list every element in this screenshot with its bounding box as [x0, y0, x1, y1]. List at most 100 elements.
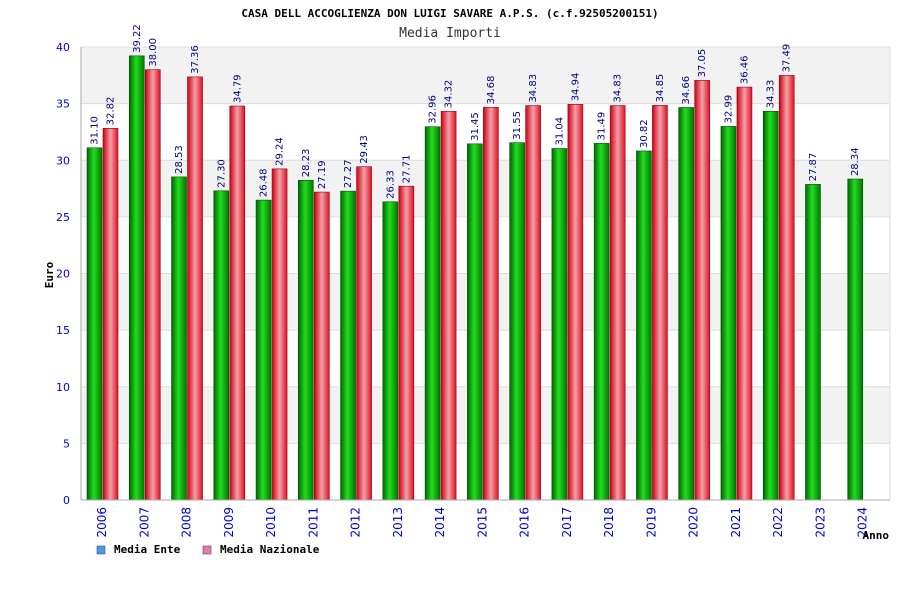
- value-label-media-nazionale-2011: 27.19: [317, 160, 328, 189]
- legend: Media Ente Media Nazionale: [96, 543, 320, 556]
- y-tick-label: 15: [56, 324, 70, 337]
- value-label-media-ente-2024: 28.34: [850, 147, 861, 176]
- y-tick-label: 5: [63, 437, 70, 450]
- x-tick-label-2012: 2012: [349, 507, 363, 538]
- bar-media-ente-2019: [636, 150, 652, 501]
- x-tick-label-2019: 2019: [644, 507, 658, 538]
- x-tick-label-2016: 2016: [518, 507, 532, 538]
- bar-media-ente-2023: [805, 184, 821, 501]
- value-labels: 31.10 32.82 39.22 38.00 28.53 37.36 27.30 34.79…: [90, 24, 862, 199]
- y-tick-label: 25: [56, 211, 70, 224]
- x-tick-label-2014: 2014: [433, 507, 447, 538]
- bar-media-nazionale-2012: [356, 166, 372, 501]
- bar-media-nazionale-2015: [483, 106, 499, 501]
- value-label-media-ente-2006: 31.10: [90, 116, 101, 145]
- x-axis-label: Anno: [863, 529, 890, 542]
- bar-media-ente-2017: [551, 148, 568, 501]
- x-tick-label-2020: 2020: [687, 507, 701, 538]
- bar-media-ente-2007: [128, 55, 145, 501]
- x-tick-label-2008: 2008: [180, 507, 194, 538]
- value-label-media-nazionale-2009: 34.79: [232, 74, 243, 103]
- value-label-media-nazionale-2019: 34.85: [655, 74, 666, 103]
- value-label-media-ente-2014: 32.96: [428, 95, 439, 124]
- value-label-media-nazionale-2012: 29.43: [359, 135, 370, 164]
- value-label-media-nazionale-2014: 34.32: [444, 80, 455, 109]
- value-label-media-ente-2022: 34.33: [766, 80, 777, 109]
- bar-media-nazionale-2010: [271, 168, 288, 501]
- value-label-media-ente-2020: 34.66: [681, 76, 692, 105]
- value-label-media-ente-2012: 27.27: [343, 160, 354, 189]
- bar-media-ente-2015: [467, 143, 483, 501]
- value-label-media-ente-2021: 32.99: [723, 95, 734, 124]
- x-tick-label-2018: 2018: [602, 507, 616, 538]
- bar-media-nazionale-2008: [187, 76, 203, 501]
- value-label-media-nazionale-2018: 34.83: [613, 74, 624, 103]
- x-tick-label-2017: 2017: [560, 507, 574, 538]
- bar-media-nazionale-2020: [694, 80, 710, 501]
- value-label-media-ente-2019: 30.82: [639, 119, 650, 148]
- value-label-media-nazionale-2006: 32.82: [106, 97, 117, 126]
- y-tick-label: 40: [56, 41, 70, 54]
- bar-media-ente-2006: [86, 147, 103, 501]
- value-label-media-nazionale-2013: 27.71: [401, 155, 412, 184]
- y-tick-label: 30: [56, 154, 70, 167]
- x-tick-label-2021: 2021: [729, 507, 743, 538]
- bar-media-nazionale-2019: [652, 105, 668, 501]
- bar-media-nazionale-2011: [314, 191, 330, 501]
- bar-media-nazionale-2022: [778, 75, 795, 501]
- x-tick-label-2022: 2022: [771, 507, 785, 538]
- chart-title: CASA DELL ACCOGLIENZA DON LUIGI SAVARE A…: [241, 7, 658, 20]
- value-label-media-ente-2007: 39.22: [132, 24, 143, 53]
- value-label-media-ente-2010: 26.48: [259, 168, 270, 197]
- value-label-media-nazionale-2021: 36.46: [739, 55, 750, 84]
- bar-media-ente-2020: [678, 107, 694, 501]
- bar-media-nazionale-2007: [144, 69, 161, 501]
- y-tick-label: 35: [56, 98, 70, 111]
- bar-media-ente-2010: [255, 199, 272, 501]
- value-label-media-nazionale-2010: 29.24: [275, 137, 286, 166]
- value-label-media-ente-2018: 31.49: [597, 112, 608, 141]
- x-tick-label-2024: 2024: [856, 507, 870, 538]
- bar-media-nazionale-2013: [398, 185, 415, 501]
- bar-media-nazionale-2016: [525, 105, 541, 501]
- value-label-media-nazionale-2017: 34.94: [570, 73, 581, 102]
- y-tick-label: 20: [56, 268, 70, 281]
- value-label-media-nazionale-2015: 34.68: [486, 76, 497, 105]
- legend-swatch-media-nazionale: [202, 545, 212, 555]
- bar-media-ente-2024: [847, 178, 864, 501]
- x-tick-label-2009: 2009: [222, 507, 236, 538]
- x-tick-labels: 2006 2007 2008 2009 2010 2011 2012 2013 2014 2015…: [95, 507, 870, 538]
- legend-label-media-nazionale: Media Nazionale: [220, 543, 320, 556]
- bar-media-nazionale-2006: [102, 128, 119, 501]
- bar-media-nazionale-2017: [567, 104, 584, 501]
- value-label-media-ente-2023: 27.87: [808, 153, 819, 182]
- bar-media-ente-2018: [593, 143, 610, 501]
- value-label-media-nazionale-2008: 37.36: [190, 45, 201, 74]
- y-tick-label: 10: [56, 381, 70, 394]
- value-label-media-nazionale-2022: 37.49: [782, 44, 793, 73]
- value-label-media-nazionale-2020: 37.05: [697, 49, 708, 78]
- x-tick-label-2013: 2013: [391, 507, 405, 538]
- y-tick-label: 0: [63, 494, 70, 507]
- bar-media-nazionale-2018: [609, 105, 626, 501]
- value-label-media-ente-2008: 28.53: [174, 145, 185, 174]
- bar-media-nazionale-2014: [440, 111, 457, 501]
- axes: [80, 47, 891, 501]
- value-label-media-nazionale-2016: 34.83: [528, 74, 539, 103]
- bar-media-ente-2008: [171, 176, 187, 501]
- bar-media-ente-2021: [720, 126, 737, 501]
- value-label-media-ente-2011: 28.23: [301, 149, 312, 178]
- bar-media-ente-2014: [424, 126, 441, 501]
- x-tick-label-2023: 2023: [813, 507, 827, 538]
- chart-subtitle: Media Importi: [399, 26, 501, 41]
- y-axis-label: Euro: [43, 261, 56, 288]
- bar-media-ente-2013: [382, 201, 399, 501]
- value-label-media-nazionale-2007: 38.00: [148, 38, 159, 67]
- bar-media-nazionale-2021: [736, 86, 753, 501]
- x-tick-label-2015: 2015: [475, 507, 489, 538]
- x-tick-label-2007: 2007: [137, 507, 151, 538]
- bars: [86, 55, 864, 501]
- bar-media-ente-2016: [509, 142, 525, 501]
- grid-band: [81, 47, 890, 104]
